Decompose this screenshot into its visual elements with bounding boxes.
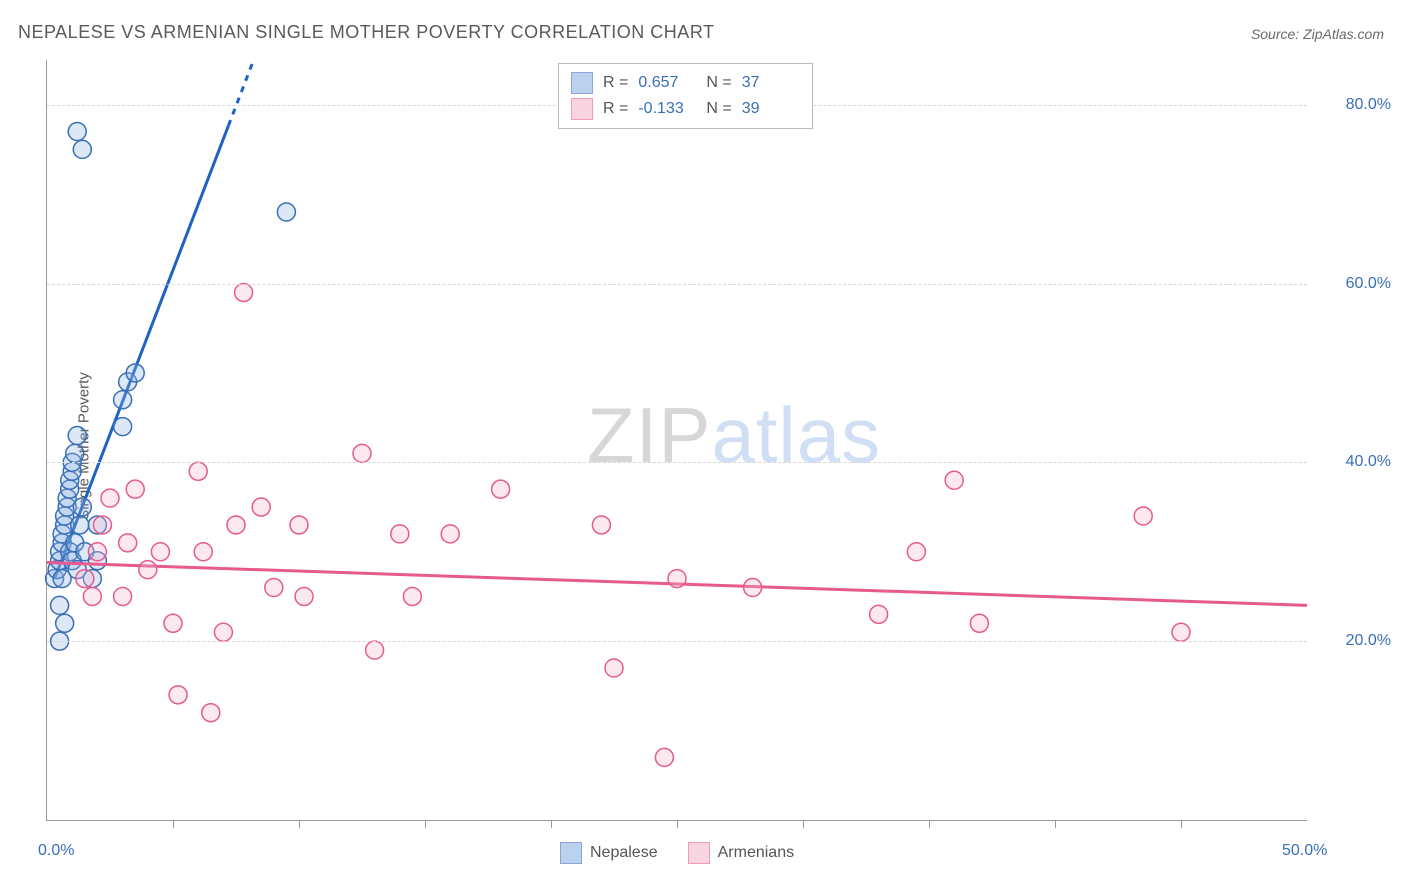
data-point xyxy=(945,471,963,489)
data-point xyxy=(668,570,686,588)
r-label: R = xyxy=(603,100,628,118)
legend-label: Nepalese xyxy=(590,844,658,862)
data-point xyxy=(214,623,232,641)
data-point xyxy=(655,748,673,766)
data-point xyxy=(114,587,132,605)
legend-swatch xyxy=(571,98,593,120)
x-tick-label: 0.0% xyxy=(38,842,74,860)
data-point xyxy=(164,614,182,632)
data-point xyxy=(126,480,144,498)
data-point xyxy=(290,516,308,534)
chart-title: NEPALESE VS ARMENIAN SINGLE MOTHER POVER… xyxy=(18,22,714,43)
plot-area: ZIPatlas 20.0%40.0%60.0%80.0% xyxy=(46,60,1307,821)
n-label: N = xyxy=(706,100,731,118)
data-point xyxy=(744,579,762,597)
data-point xyxy=(169,686,187,704)
data-point xyxy=(114,391,132,409)
data-point xyxy=(73,140,91,158)
data-point xyxy=(252,498,270,516)
x-tick-mark xyxy=(425,820,426,828)
data-point xyxy=(441,525,459,543)
y-tick-label: 80.0% xyxy=(1315,96,1391,114)
data-point xyxy=(151,543,169,561)
x-tick-mark xyxy=(677,820,678,828)
n-value: 37 xyxy=(742,74,800,92)
data-point xyxy=(277,203,295,221)
x-tick-mark xyxy=(1055,820,1056,828)
r-label: R = xyxy=(603,74,628,92)
data-point xyxy=(391,525,409,543)
data-point xyxy=(68,123,86,141)
n-label: N = xyxy=(706,74,731,92)
gridline xyxy=(47,462,1307,463)
x-tick-mark xyxy=(299,820,300,828)
legend-row: R = 0.657 N = 37 xyxy=(571,70,800,96)
scatter-chart xyxy=(47,60,1307,820)
r-value: 0.657 xyxy=(638,74,696,92)
data-point xyxy=(88,543,106,561)
data-point xyxy=(870,605,888,623)
data-point xyxy=(51,596,69,614)
r-value: -0.133 xyxy=(638,100,696,118)
data-point xyxy=(1134,507,1152,525)
data-point xyxy=(295,587,313,605)
y-tick-label: 40.0% xyxy=(1315,453,1391,471)
data-point xyxy=(194,543,212,561)
data-point xyxy=(126,364,144,382)
gridline xyxy=(47,641,1307,642)
data-point xyxy=(189,462,207,480)
data-point xyxy=(139,561,157,579)
data-point xyxy=(492,480,510,498)
data-point xyxy=(265,579,283,597)
legend-swatch xyxy=(571,72,593,94)
data-point xyxy=(73,498,91,516)
data-point xyxy=(71,516,89,534)
x-tick-mark xyxy=(551,820,552,828)
data-point xyxy=(907,543,925,561)
data-point xyxy=(970,614,988,632)
data-point xyxy=(353,444,371,462)
x-tick-mark xyxy=(803,820,804,828)
data-point xyxy=(235,283,253,301)
data-point xyxy=(76,570,94,588)
data-point xyxy=(114,418,132,436)
data-point xyxy=(227,516,245,534)
data-point xyxy=(366,641,384,659)
data-point xyxy=(93,516,111,534)
data-point xyxy=(101,489,119,507)
legend-row: R = -0.133 N = 39 xyxy=(571,96,800,122)
data-point xyxy=(605,659,623,677)
legend-item: Armenians xyxy=(688,842,794,864)
trend-line xyxy=(228,60,253,126)
data-point xyxy=(68,427,86,445)
y-tick-label: 20.0% xyxy=(1315,632,1391,650)
correlation-legend: R = 0.657 N = 37 R = -0.133 N = 39 xyxy=(558,63,813,129)
legend-swatch xyxy=(688,842,710,864)
series-legend: Nepalese Armenians xyxy=(560,842,794,864)
legend-swatch xyxy=(560,842,582,864)
legend-item: Nepalese xyxy=(560,842,658,864)
x-tick-mark xyxy=(173,820,174,828)
data-point xyxy=(66,444,84,462)
data-point xyxy=(403,587,421,605)
source-label: Source: ZipAtlas.com xyxy=(1251,26,1384,42)
data-point xyxy=(202,704,220,722)
x-tick-mark xyxy=(1181,820,1182,828)
x-tick-label: 50.0% xyxy=(1282,842,1327,860)
n-value: 39 xyxy=(742,100,800,118)
y-tick-label: 60.0% xyxy=(1315,275,1391,293)
legend-label: Armenians xyxy=(718,844,794,862)
data-point xyxy=(83,587,101,605)
data-point xyxy=(592,516,610,534)
data-point xyxy=(1172,623,1190,641)
gridline xyxy=(47,284,1307,285)
data-point xyxy=(56,614,74,632)
data-point xyxy=(119,534,137,552)
x-tick-mark xyxy=(929,820,930,828)
